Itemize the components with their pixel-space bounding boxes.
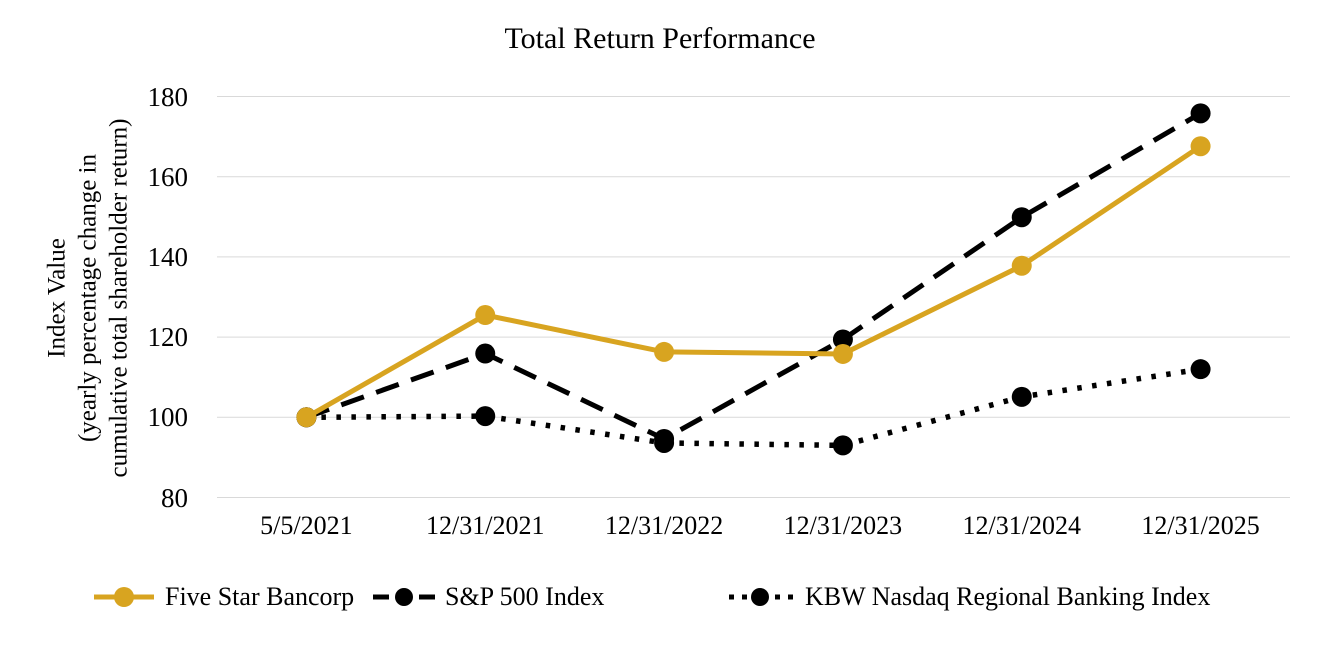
- legend-label: S&P 500 Index: [445, 582, 605, 611]
- legend-item-s-p-500-index: S&P 500 Index: [373, 581, 604, 613]
- data-point-five-star-bancorp: [296, 407, 317, 428]
- data-point-kbw-nasdaq-regional-banking-index: [1190, 359, 1211, 380]
- data-point-five-star-bancorp: [832, 343, 853, 364]
- legend-marker-dashed-icon: [373, 588, 435, 606]
- x-tick-label: 12/31/2024: [962, 511, 1081, 540]
- data-point-five-star-bancorp: [654, 341, 675, 362]
- series-line-five-star-bancorp: [305, 144, 1202, 420]
- y-tick-label: 120: [147, 322, 189, 353]
- y-tick-label: 140: [147, 241, 189, 272]
- chart-title: Total Return Performance: [504, 22, 816, 55]
- data-point-five-star-bancorp: [475, 305, 496, 326]
- data-point-five-star-bancorp: [1190, 136, 1211, 157]
- series-line-kbw-nasdaq-regional-banking-index: [306, 366, 1202, 449]
- data-point-kbw-nasdaq-regional-banking-index: [475, 406, 496, 427]
- y-tick-label: 100: [147, 402, 189, 433]
- legend-marker-dotted-icon: [729, 588, 793, 606]
- x-tick-label: 5/5/2021: [260, 511, 353, 540]
- series-line-s-p-500-index: [305, 111, 1202, 442]
- y-tick-label: 80: [161, 482, 188, 513]
- legend-label: KBW Nasdaq Regional Banking Index: [805, 582, 1211, 611]
- data-point-s-p-500-index: [832, 329, 853, 350]
- data-point-s-p-500-index: [1011, 207, 1032, 228]
- x-tick-label: 12/31/2022: [604, 511, 724, 540]
- x-tick-label: 12/31/2025: [1141, 511, 1260, 540]
- x-tick-label: 12/31/2023: [783, 511, 903, 540]
- y-tick-label: 180: [147, 81, 189, 112]
- data-point-five-star-bancorp: [1011, 255, 1032, 276]
- x-tick-label: 12/31/2021: [426, 511, 545, 540]
- data-point-s-p-500-index: [475, 343, 496, 364]
- y-tick-label: 160: [147, 161, 189, 192]
- data-point-s-p-500-index: [654, 428, 675, 449]
- legend-label: Five Star Bancorp: [165, 582, 355, 611]
- data-point-kbw-nasdaq-regional-banking-index: [832, 435, 853, 456]
- legend-item-five-star-bancorp: Five Star Bancorp: [93, 581, 354, 613]
- legend-marker-solid-icon: [94, 587, 154, 607]
- legend-item-kbw-nasdaq-regional-banking-index: KBW Nasdaq Regional Banking Index: [727, 581, 1210, 613]
- data-point-kbw-nasdaq-regional-banking-index: [1011, 386, 1032, 407]
- data-point-s-p-500-index: [1190, 103, 1211, 124]
